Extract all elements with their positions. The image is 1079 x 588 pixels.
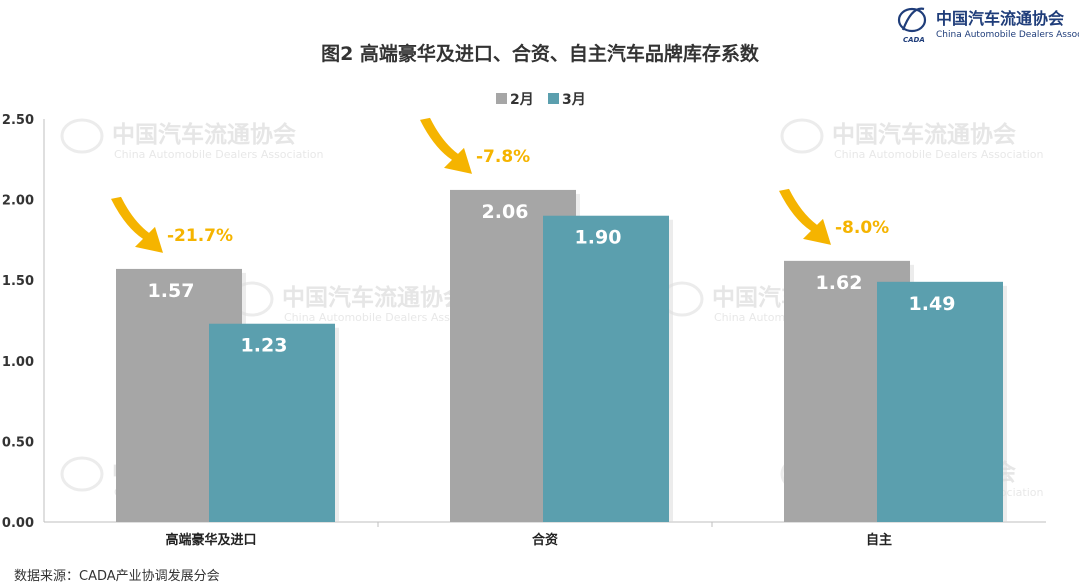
down-arrow-icon [779,188,831,245]
down-arrow-icon [420,117,472,174]
legend-label-mar: 3月 [562,92,586,108]
watermark-swoosh-icon [780,118,824,154]
logo-chinese-name: 中国汽车流通协会 [936,9,1064,28]
legend-swatch-feb [496,93,507,104]
bar-value-label: 1.49 [909,293,956,315]
y-tick-label: 1.00 [2,355,34,370]
arrow-shape [779,188,831,245]
logo-english-name: China Automobile Dealers Association [936,30,1079,40]
watermark-subtext: China Automobile Dealers Association [834,148,1043,161]
y-tick-label: 0.00 [2,516,34,531]
x-category-label: 自主 [866,532,892,548]
watermark-swoosh-icon [60,118,104,154]
down-arrow-icon [111,196,163,253]
logo-badge: CADA [903,36,925,44]
watermark-swoosh-icon [60,456,104,492]
bar-value-label: 2.06 [482,201,529,223]
legend: 2月 3月 [496,92,586,108]
y-tick-label: 0.50 [2,435,34,450]
legend-swatch-mar [548,93,559,104]
change-label: -7.8% [476,147,530,167]
bar-mar [209,323,335,522]
y-axis-ticks: 0.00 0.50 1.00 1.50 2.00 2.50 [2,113,34,531]
x-axis-categories: 高端豪华及进口 合资 自主 [165,522,892,548]
bar-mar [877,281,1003,522]
watermark-text: 中国汽车流通协会 [112,121,296,148]
cada-logo: CADA 中国汽车流通协会 China Automobile Dealers A… [897,7,1079,44]
bar-value-label: 1.90 [575,227,622,249]
chart-title: 图2 高端豪华及进口、合资、自主汽车品牌库存系数 [321,42,760,65]
watermark-text: 中国汽车流通协会 [832,121,1016,148]
bar-value-label: 1.57 [148,280,195,302]
legend-label-feb: 2月 [510,92,534,108]
watermark-text: 中国汽车流通协会 [282,284,466,311]
watermark-subtext: China Automobile Dealers Association [284,311,493,324]
bar-value-label: 1.62 [816,272,863,294]
arrow-shape [420,117,472,174]
change-label: -8.0% [835,218,889,238]
x-category-label: 高端豪华及进口 [165,532,256,548]
y-tick-label: 2.00 [2,194,34,209]
bars: 1.57 1.23 2.06 1.90 1.62 1.49 [116,189,1007,523]
watermark-subtext: China Automobile Dealers Association [114,148,323,161]
change-label: -21.7% [167,226,233,246]
y-tick-label: 1.50 [2,274,34,289]
arrow-shape [111,196,163,253]
source-note: 数据来源：CADA产业协调发展分会 [14,568,220,584]
x-category-label: 合资 [532,532,558,548]
bar-value-label: 1.23 [241,335,288,357]
y-tick-label: 2.50 [2,113,34,128]
bar-mar [543,215,669,522]
logo-swoosh-icon [897,7,927,33]
change-arrows: -21.7% -7.8% -8.0% [111,117,889,253]
